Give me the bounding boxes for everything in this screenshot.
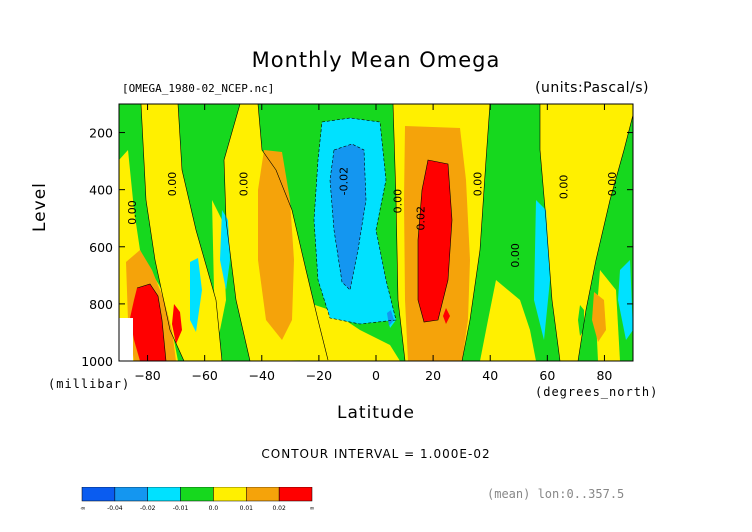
y-tick-label: 1000	[81, 354, 113, 369]
x-tick-label: 60	[539, 368, 555, 383]
x-tick-label: 20	[425, 368, 441, 383]
y-tick-label: 600	[89, 240, 113, 255]
colorbar-label: -0.01	[173, 505, 189, 512]
band-max-positive	[418, 160, 452, 322]
contour-labels: 0.00 0.00 0.00 -0.02 0.00 0.02 0.00 0.00 0.00 0.0…	[126, 167, 619, 268]
x-tick-label: 40	[482, 368, 498, 383]
band-positive	[596, 270, 620, 361]
colorbar-label: -0.04	[107, 505, 123, 512]
colorbar-swatch	[81, 487, 116, 502]
colorbar-label: -∞	[80, 505, 86, 512]
y-tick-label: 800	[89, 297, 113, 312]
x-tick-label: 80	[596, 368, 612, 383]
file-label: [OMEGA_1980-02_NCEP.nc]	[122, 82, 275, 95]
margin-strip	[0, 96, 752, 104]
x-tick-label: −20	[306, 368, 332, 383]
x-axis-units: (degrees_north)	[535, 385, 659, 399]
contour-label: 0.00	[606, 172, 619, 197]
colorbar-swatch	[246, 487, 280, 502]
band-positive	[300, 300, 400, 361]
y-tick-label: 400	[89, 183, 113, 198]
band-positive	[540, 104, 633, 361]
contour-label: 0.00	[509, 243, 522, 268]
colorbar-label: ∞	[310, 505, 315, 512]
contour-lines	[136, 104, 633, 361]
colorbar-swatch	[278, 487, 313, 502]
contour-interval: CONTOUR INTERVAL = 1.000E-02	[261, 447, 491, 461]
y-axis-units: (millibar)	[48, 377, 131, 391]
colorbar-swatch	[114, 487, 148, 502]
contour-label: -0.02	[337, 167, 350, 195]
y-axis: 200 400 600 800 1000	[81, 126, 633, 369]
band-strong-negative	[387, 310, 394, 326]
colorbar-swatches	[81, 487, 313, 502]
x-tick-label: −40	[249, 368, 275, 383]
band-negative	[534, 200, 550, 340]
colorbar-label: -0.02	[140, 505, 156, 512]
x-tick-label: 0	[372, 368, 380, 383]
band-max-positive	[443, 308, 450, 324]
band-max-positive	[172, 304, 182, 344]
colorbar-labels: -∞ -0.04 -0.02 -0.01 0.0 0.01 0.02 ∞	[80, 505, 315, 512]
contour-label: 0.00	[126, 200, 139, 225]
band-positive	[141, 104, 222, 361]
band-positive	[480, 280, 536, 361]
below-surface-mask	[119, 318, 133, 361]
band-negative	[618, 260, 633, 340]
colorbar-swatch	[213, 487, 247, 502]
colorbar: -∞ -0.04 -0.02 -0.01 0.0 0.01 0.02 ∞	[80, 487, 315, 512]
y-tick-label: 200	[89, 126, 113, 141]
contour-label: 0.00	[166, 172, 179, 197]
x-axis: −80 −60 −40 −20 0 20 40 60 80	[134, 104, 612, 383]
x-axis-label: Latitude	[337, 403, 415, 423]
band-negative	[190, 258, 202, 332]
colorbar-swatch	[180, 487, 214, 502]
band-max-positive	[130, 284, 166, 361]
x-tick-label: −60	[191, 368, 217, 383]
units-label: (units:Pascal/s)	[535, 80, 649, 96]
band-strong-positive	[258, 150, 294, 340]
contour-label: 0.00	[472, 172, 485, 197]
band-strong-positive	[592, 292, 606, 342]
colorbar-label: 0.0	[209, 505, 219, 512]
x-tick-label: −80	[134, 368, 160, 383]
colorbar-label: 0.02	[272, 505, 286, 512]
mean-lon-label: (mean) lon:0..357.5	[487, 487, 625, 501]
chart-title: Monthly Mean Omega	[251, 48, 501, 72]
contour-label: 0.00	[557, 175, 570, 200]
band-near-zero	[578, 305, 584, 336]
contour-fill	[119, 104, 633, 361]
contour-label: 0.00	[238, 172, 251, 197]
colorbar-label: 0.01	[240, 505, 254, 512]
contour-label: 0.02	[415, 206, 428, 231]
contour-label: 0.00	[392, 189, 405, 214]
colorbar-swatch	[147, 487, 181, 502]
